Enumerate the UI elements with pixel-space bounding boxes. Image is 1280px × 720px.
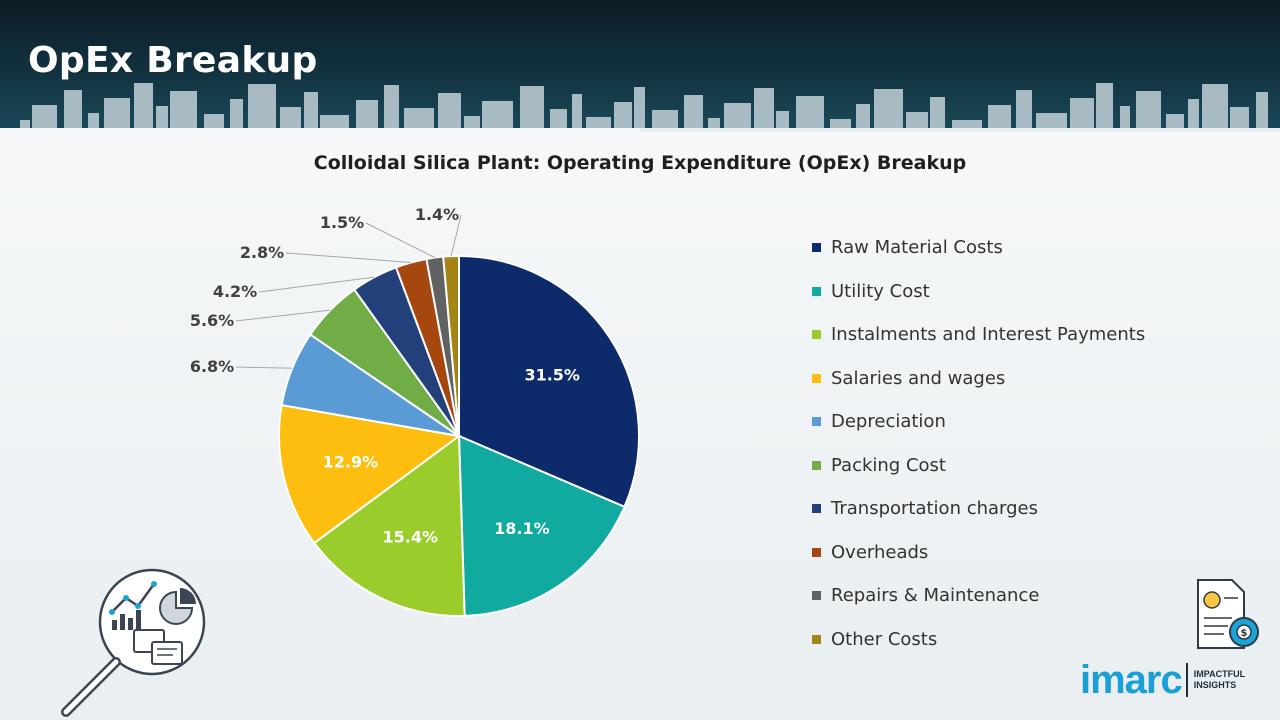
legend-label: Transportation charges <box>831 498 1038 520</box>
legend-item-salaries-and-wages: Salaries and wages <box>812 357 1145 401</box>
pie-slice-salaries-and-wages <box>278 403 462 545</box>
leader-line-other-costs <box>450 214 462 257</box>
data-label-repairs-maintenance: 1.5% <box>320 213 364 232</box>
legend-swatch <box>812 286 821 296</box>
legend-item-raw-material-costs: Raw Material Costs <box>812 226 1145 270</box>
pie-slice-instalments-and-interest-payments <box>312 434 466 617</box>
data-label-overheads: 2.8% <box>240 243 284 262</box>
analytics-magnifier-icon <box>61 568 206 717</box>
chart-legend: Raw Material Costs Utility Cost Instalment… <box>812 226 1145 661</box>
chart-title: Colloidal Silica Plant: Operating Expend… <box>313 152 967 174</box>
data-label-utility-cost: 18.1% <box>494 519 550 538</box>
data-label-instalments-and-interest-payments: 15.4% <box>383 527 439 546</box>
leader-line-packing-cost <box>235 309 331 322</box>
brand-divider <box>1185 663 1188 697</box>
opex-cost-document-icon: $ <box>1197 579 1259 649</box>
legend-label: Overheads <box>831 541 929 563</box>
legend-item-transportation-charges: Transportation charges <box>812 487 1145 531</box>
page-title: OpEx Breakup <box>28 40 318 81</box>
legend-item-packing-cost: Packing Cost <box>812 444 1145 488</box>
pie-slice-utility-cost <box>457 434 626 617</box>
legend-swatch <box>812 504 821 514</box>
legend-swatch <box>812 547 821 557</box>
panel-edge <box>640 128 1280 132</box>
legend-swatch <box>812 417 821 427</box>
leader-line-overheads <box>285 252 412 263</box>
legend-swatch <box>812 243 821 253</box>
content-panel <box>0 128 1280 720</box>
leader-line-transportation-charges <box>258 276 375 293</box>
brand-tagline: IMPACTFUL INSIGHTS <box>1193 669 1245 690</box>
legend-item-overheads: Overheads <box>812 531 1145 575</box>
pie-slice-raw-material-costs <box>458 254 640 509</box>
data-label-transportation-charges: 4.2% <box>213 282 257 301</box>
svg-text:$: $ <box>1241 628 1248 639</box>
legend-swatch <box>812 591 821 601</box>
leader-line-repairs-maintenance <box>365 222 436 259</box>
legend-swatch <box>812 460 821 470</box>
legend-swatch <box>812 634 821 644</box>
legend-label: Raw Material Costs <box>831 237 1003 259</box>
imarc-logo: imarc IMPACTFUL INSIGHTS <box>1080 660 1254 700</box>
legend-item-instalments-and-interest-payments: Instalments and Interest Payments <box>812 313 1145 357</box>
pie-chart: 31.5% 18.1% 15.4% 12.9% 6.8% 5.6% 4.2% 2.8% 1.5%… <box>190 205 640 617</box>
data-label-other-costs: 1.4% <box>415 205 459 224</box>
city-skyline-graphic <box>20 83 1268 128</box>
data-label-depreciation: 6.8% <box>190 357 234 376</box>
data-label-raw-material-costs: 31.5% <box>524 366 580 385</box>
legend-swatch <box>812 330 821 340</box>
legend-label: Utility Cost <box>831 280 930 302</box>
legend-item-other-costs: Other Costs <box>812 618 1145 662</box>
legend-label: Salaries and wages <box>831 367 1006 389</box>
legend-label: Repairs & Maintenance <box>831 585 1040 607</box>
legend-label: Depreciation <box>831 411 946 433</box>
legend-item-depreciation: Depreciation <box>812 400 1145 444</box>
legend-item-utility-cost: Utility Cost <box>812 270 1145 314</box>
data-label-salaries-and-wages: 12.9% <box>323 453 379 472</box>
legend-item-repairs-maintenance: Repairs & Maintenance <box>812 574 1145 618</box>
data-label-packing-cost: 5.6% <box>190 311 234 330</box>
header-banner: OpEx Breakup <box>0 0 1280 128</box>
legend-label: Instalments and Interest Payments <box>831 324 1146 346</box>
brand-name: imarc <box>1080 658 1183 702</box>
legend-label: Packing Cost <box>831 454 946 476</box>
legend-label: Other Costs <box>831 628 938 650</box>
legend-swatch <box>812 373 821 383</box>
leader-line-depreciation <box>235 366 293 369</box>
